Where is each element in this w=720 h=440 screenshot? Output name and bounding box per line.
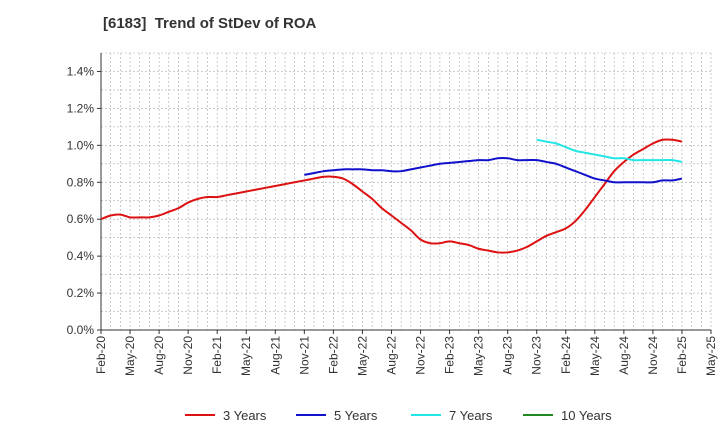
legend: 3 Years 5 Years 7 Years 10 Years (185, 408, 612, 423)
x-tick-label: Nov-23 (530, 336, 544, 375)
x-tick-label: May-22 (355, 336, 369, 376)
legend-label-7-years: 7 Years (449, 408, 493, 423)
legend-label-5-years: 5 Years (334, 408, 378, 423)
y-tick-label: 0.8% (67, 175, 95, 189)
y-tick-label: 0.0% (67, 323, 95, 337)
legend-label-10-years: 10 Years (561, 408, 612, 423)
x-axis-tick-labels: Feb-20 May-20 Aug-20 Nov-20 Feb-21 May-21 Aug-… (94, 336, 718, 376)
grid-lines (100, 52, 712, 331)
plot-area (101, 53, 711, 330)
series-line-5-years (304, 157, 683, 184)
legend-label-3-years: 3 Years (223, 408, 267, 423)
axes (97, 53, 712, 334)
x-tick-label: Aug-20 (152, 336, 166, 375)
y-tick-label: 1.2% (67, 101, 95, 115)
y-tick-label: 1.4% (67, 64, 95, 78)
x-tick-label: Aug-24 (617, 336, 631, 375)
x-tick-label: May-24 (588, 336, 602, 376)
x-tick-label: Nov-22 (414, 336, 428, 375)
x-tick-label: Aug-22 (384, 336, 398, 375)
y-axis-tick-labels: 0.0% 0.2% 0.4% 0.6% 0.8% 1.0% 1.2% 1.4% (67, 64, 95, 337)
x-tick-label: Nov-20 (181, 336, 195, 375)
x-tick-label: Nov-21 (297, 336, 311, 375)
chart-title: [6183] Trend of StDev of ROA (103, 15, 317, 32)
x-tick-label: Nov-24 (646, 336, 660, 375)
x-tick-label: May-20 (123, 336, 137, 376)
y-tick-label: 0.4% (67, 249, 95, 263)
x-tick-label: Feb-21 (210, 336, 224, 374)
y-tick-label: 0.2% (67, 286, 95, 300)
x-tick-label: Feb-25 (675, 336, 689, 374)
x-tick-label: Aug-23 (501, 336, 515, 375)
x-tick-label: Feb-20 (94, 336, 108, 374)
x-tick-label: Feb-22 (326, 336, 340, 374)
series-line-7-years (536, 138, 683, 163)
x-tick-label: Feb-23 (443, 336, 457, 374)
x-tick-label: Feb-24 (559, 336, 573, 374)
series-lines (100, 138, 683, 254)
x-tick-label: May-23 (472, 336, 486, 376)
x-tick-label: Aug-21 (268, 336, 282, 375)
y-tick-label: 0.6% (67, 212, 95, 226)
x-tick-label: May-21 (239, 336, 253, 376)
x-tick-label: May-25 (704, 336, 718, 376)
y-tick-label: 1.0% (67, 138, 95, 152)
series-line-3-years (100, 138, 683, 254)
